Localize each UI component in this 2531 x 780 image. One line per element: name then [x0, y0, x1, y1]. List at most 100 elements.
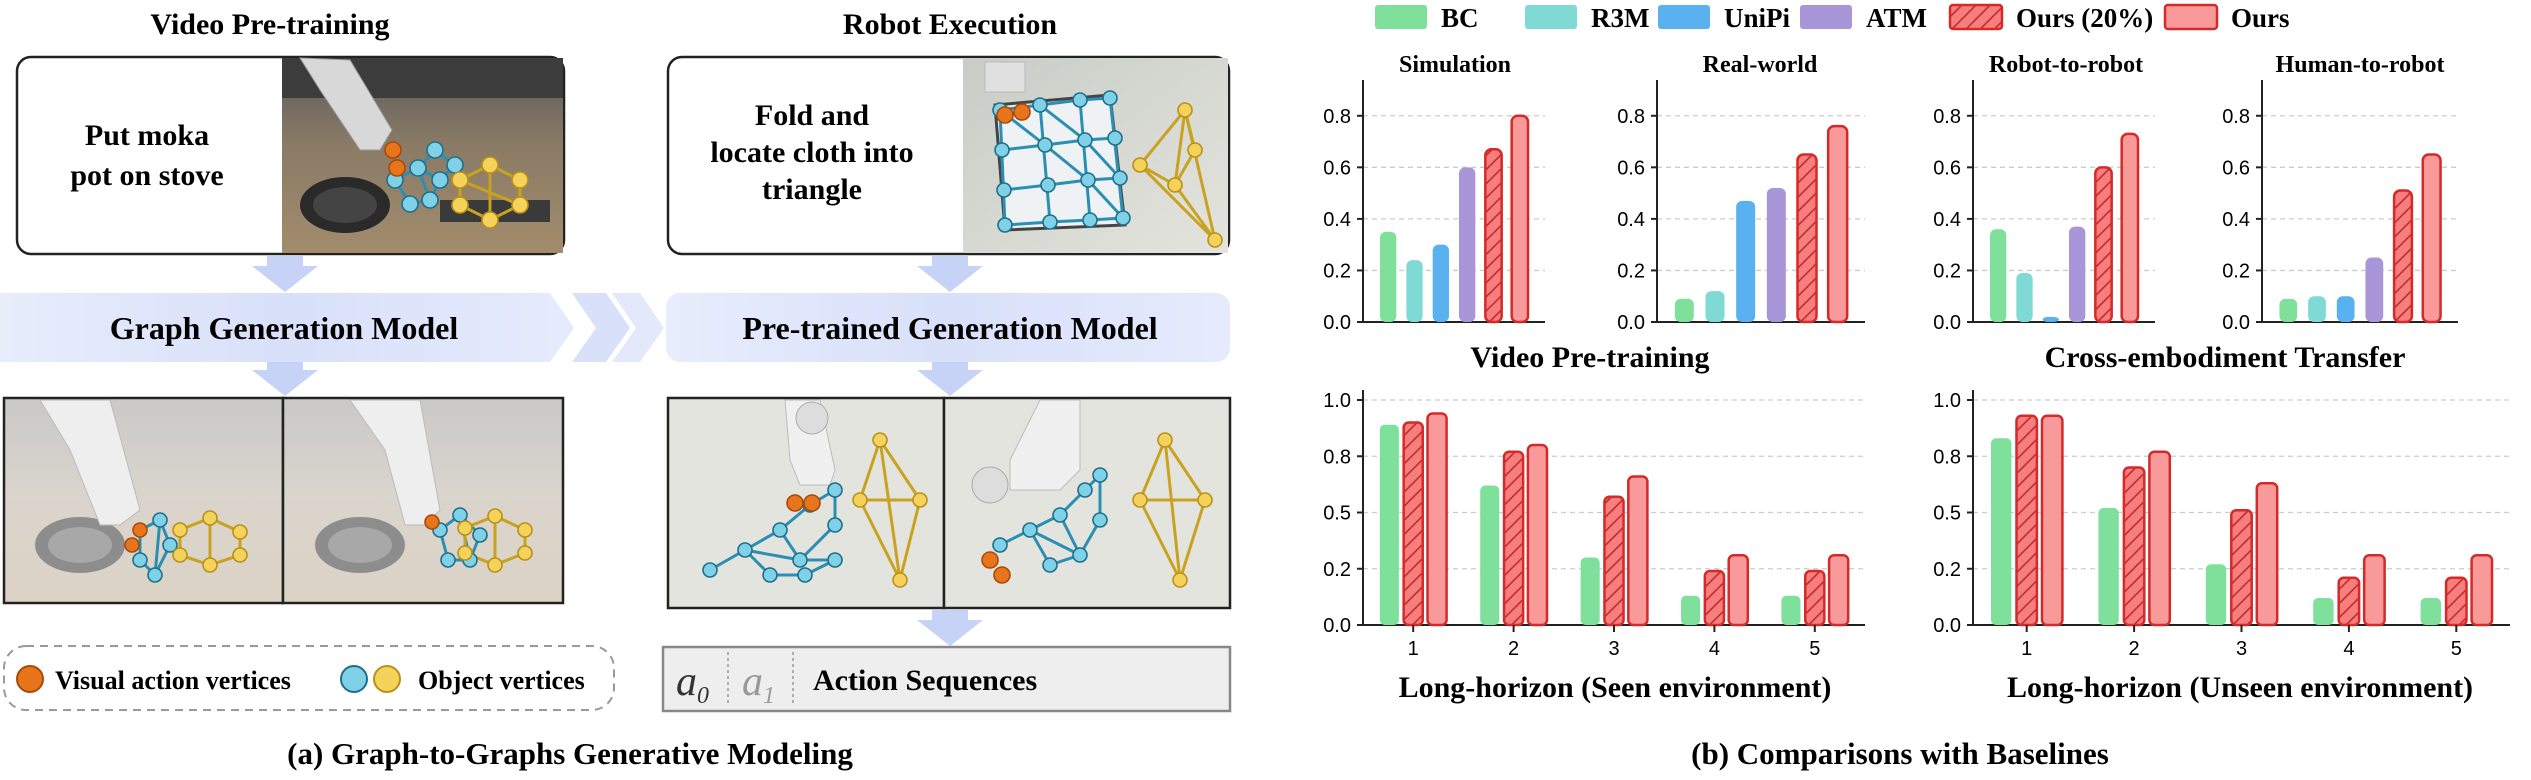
- bar-ours-20-: [2015, 414, 2039, 627]
- chart-title: Real-world: [1703, 52, 1818, 78]
- bar-ours: [2148, 450, 2172, 627]
- bar-ours-20-: [2094, 166, 2113, 324]
- bar-ours-20-: [2230, 509, 2253, 627]
- bar-bc: [1781, 595, 1801, 625]
- legend-object: Object vertices: [418, 666, 585, 695]
- chart-simulation: Simulation 0.0 0.2 0.4 0.6 0.8: [1323, 52, 1545, 334]
- y-tick-label: 0.0: [1933, 615, 1961, 637]
- caption-b: (b) Comparisons with Baselines: [1691, 736, 2109, 771]
- x-tick-label: 1: [2021, 638, 2032, 660]
- y-tick-label: 0.6: [1933, 157, 1961, 179]
- y-tick-label: 0.8: [1933, 446, 1961, 468]
- y-tick-label: 1.0: [1323, 390, 1351, 412]
- x-tick-label: 3: [1608, 638, 1619, 660]
- bar-ours: [1627, 475, 1649, 627]
- action-a1-symbol: a1: [742, 659, 775, 709]
- bar-ours-20-: [2122, 466, 2146, 627]
- chart-title: Long-horizon (Unseen environment): [2007, 671, 2473, 704]
- bar-bc: [2279, 298, 2298, 322]
- kitchen-scene-image: [282, 57, 563, 253]
- bar-ours-20-: [1703, 569, 1726, 627]
- bar-bc: [2098, 508, 2119, 625]
- bar-bc: [1990, 229, 2007, 322]
- chart-long-horizon-unseen-environment-: Long-horizon (Unseen environment) 0.0 0.2 0…: [1933, 390, 2510, 704]
- pretrained-generation-banner: [666, 293, 1230, 362]
- bar-unipi: [2336, 296, 2355, 322]
- chart-title: Long-horizon (Seen environment): [1399, 671, 1832, 704]
- caption-a: (a) Graph-to-Graphs Generative Modeling: [287, 736, 853, 771]
- bar-ours-20-: [2444, 576, 2468, 627]
- bar-ours: [2470, 554, 2494, 627]
- object-vertex-blue-icon: [340, 665, 368, 693]
- bar-ours: [2362, 554, 2386, 627]
- bar-atm: [2365, 257, 2384, 322]
- legend-label-ours-20-: Ours (20%): [2016, 3, 2153, 33]
- bar-bc: [1580, 557, 1600, 625]
- chart-legend: BC R3M UniPi ATM Ours (20%) Ours: [1375, 3, 2290, 33]
- legend-label-unipi: UniPi: [1724, 3, 1791, 33]
- bar-bc: [1674, 298, 1694, 322]
- bar-ours: [2120, 132, 2140, 324]
- y-tick-label: 0.2: [1323, 559, 1351, 581]
- bar-ours-20-: [1502, 450, 1525, 627]
- y-tick-label: 0.0: [1617, 312, 1645, 334]
- y-tick-label: 0.8: [2222, 106, 2250, 128]
- graph-generation-banner: [0, 293, 574, 362]
- instruction-2-line-3: triangle: [762, 173, 862, 206]
- cloth-graph-nodes: [992, 90, 1223, 248]
- x-tick-label: 2: [2129, 638, 2140, 660]
- legend-visual-action: Visual action vertices: [55, 666, 291, 695]
- bar-ours: [1526, 443, 1549, 627]
- bar-atm: [2069, 226, 2086, 322]
- scene-graph-1-nodes: [384, 141, 529, 229]
- y-tick-label: 0.4: [2222, 209, 2250, 231]
- bar-r3m: [1705, 291, 1725, 322]
- action-vertex-icon: [16, 665, 44, 693]
- y-tick-label: 0.4: [1323, 209, 1351, 231]
- y-tick-label: 0.5: [1933, 503, 1961, 525]
- action-sequences-bar: [661, 645, 1232, 713]
- cloth-graph: [998, 96, 1125, 227]
- bar-bc: [1380, 231, 1397, 322]
- action-sequences-label: Action Sequences: [813, 664, 1037, 697]
- y-tick-label: 0.4: [1933, 209, 1961, 231]
- y-tick-label: 0.8: [1323, 446, 1351, 468]
- chart-real-world: Real-world 0.0 0.2 0.4 0.6 0.8: [1617, 52, 1865, 334]
- instruction-2-line-2: locate cloth into: [710, 136, 913, 169]
- panel-a: Video Pre-training Robot Execution Put m…: [0, 8, 1232, 771]
- y-tick-label: 0.8: [1617, 106, 1645, 128]
- y-tick-label: 1.0: [1933, 390, 1961, 412]
- chart-human-to-robot: Human-to-robot 0.0 0.2 0.4 0.6 0.8: [2222, 52, 2458, 334]
- bar-bc: [1480, 485, 1500, 625]
- y-tick-label: 0.8: [1933, 106, 1961, 128]
- bar-ours: [1727, 554, 1750, 627]
- chart-title: Human-to-robot: [2276, 52, 2445, 78]
- bar-ours: [1426, 412, 1448, 627]
- y-tick-label: 0.2: [1933, 260, 1961, 282]
- bar-atm: [1459, 167, 1476, 322]
- robot-frame-2: [942, 396, 1232, 610]
- legend-swatch-atm: [1800, 5, 1852, 29]
- legend-swatch-ours-20-: [1948, 3, 2004, 31]
- chart-robot-to-robot: Robot-to-robot 0.0 0.2 0.4 0.6 0.8: [1933, 52, 2155, 334]
- y-tick-label: 0.2: [1933, 559, 1961, 581]
- robot-frame-1: [666, 396, 946, 610]
- chart-grid: Simulation 0.0 0.2 0.4 0.6 0.8 Real-world 0.0 0.…: [1323, 52, 2510, 704]
- x-tick-label: 2: [1508, 638, 1519, 660]
- y-tick-label: 0.2: [2222, 260, 2250, 282]
- y-tick-label: 0.6: [2222, 157, 2250, 179]
- y-tick-label: 0.0: [1933, 312, 1961, 334]
- instruction-1-line-1: Put moka: [85, 119, 209, 152]
- bar-ours: [1827, 554, 1850, 627]
- generated-frame-1: [2, 396, 285, 605]
- bar-r3m: [2308, 296, 2326, 322]
- object-vertex-yellow-icon: [373, 665, 401, 693]
- legend-label-atm: ATM: [1866, 3, 1927, 33]
- chevron-right-icon-2: [612, 293, 664, 362]
- panel-b: BC R3M UniPi ATM Ours (20%) Ours Simulation 0.…: [1323, 3, 2510, 771]
- video-pretraining-title: Video Pre-training: [150, 8, 389, 41]
- bar-unipi: [2042, 316, 2059, 322]
- bar-bc: [1990, 438, 2012, 625]
- robot-execution-title: Robot Execution: [843, 8, 1057, 41]
- instruction-1-line-2: pot on stove: [70, 159, 223, 192]
